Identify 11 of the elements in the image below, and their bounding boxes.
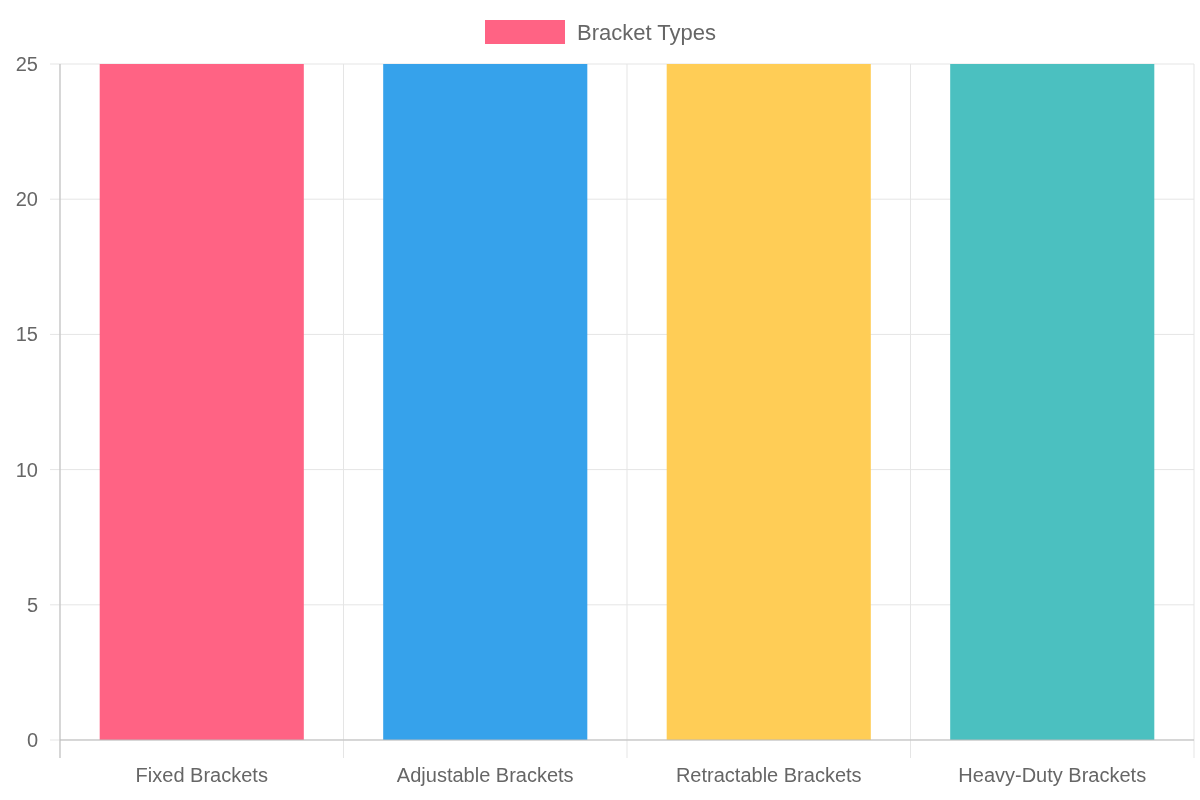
y-tick-label: 10: [15, 458, 38, 481]
y-tick-label: 15: [15, 323, 38, 346]
y-tick-label: 25: [15, 53, 38, 75]
x-tick-label: Heavy-Duty Brackets: [958, 764, 1147, 786]
y-tick-label: 0: [26, 729, 38, 751]
y-tick-label: 20: [15, 188, 38, 211]
x-tick-label: Adjustable Brackets: [396, 764, 574, 786]
y-tick-label: 5: [26, 593, 38, 616]
x-tick-label: Fixed Brackets: [135, 764, 268, 786]
x-tick-label: Retractable Brackets: [675, 764, 862, 786]
legend-label: Bracket Types: [577, 19, 716, 45]
